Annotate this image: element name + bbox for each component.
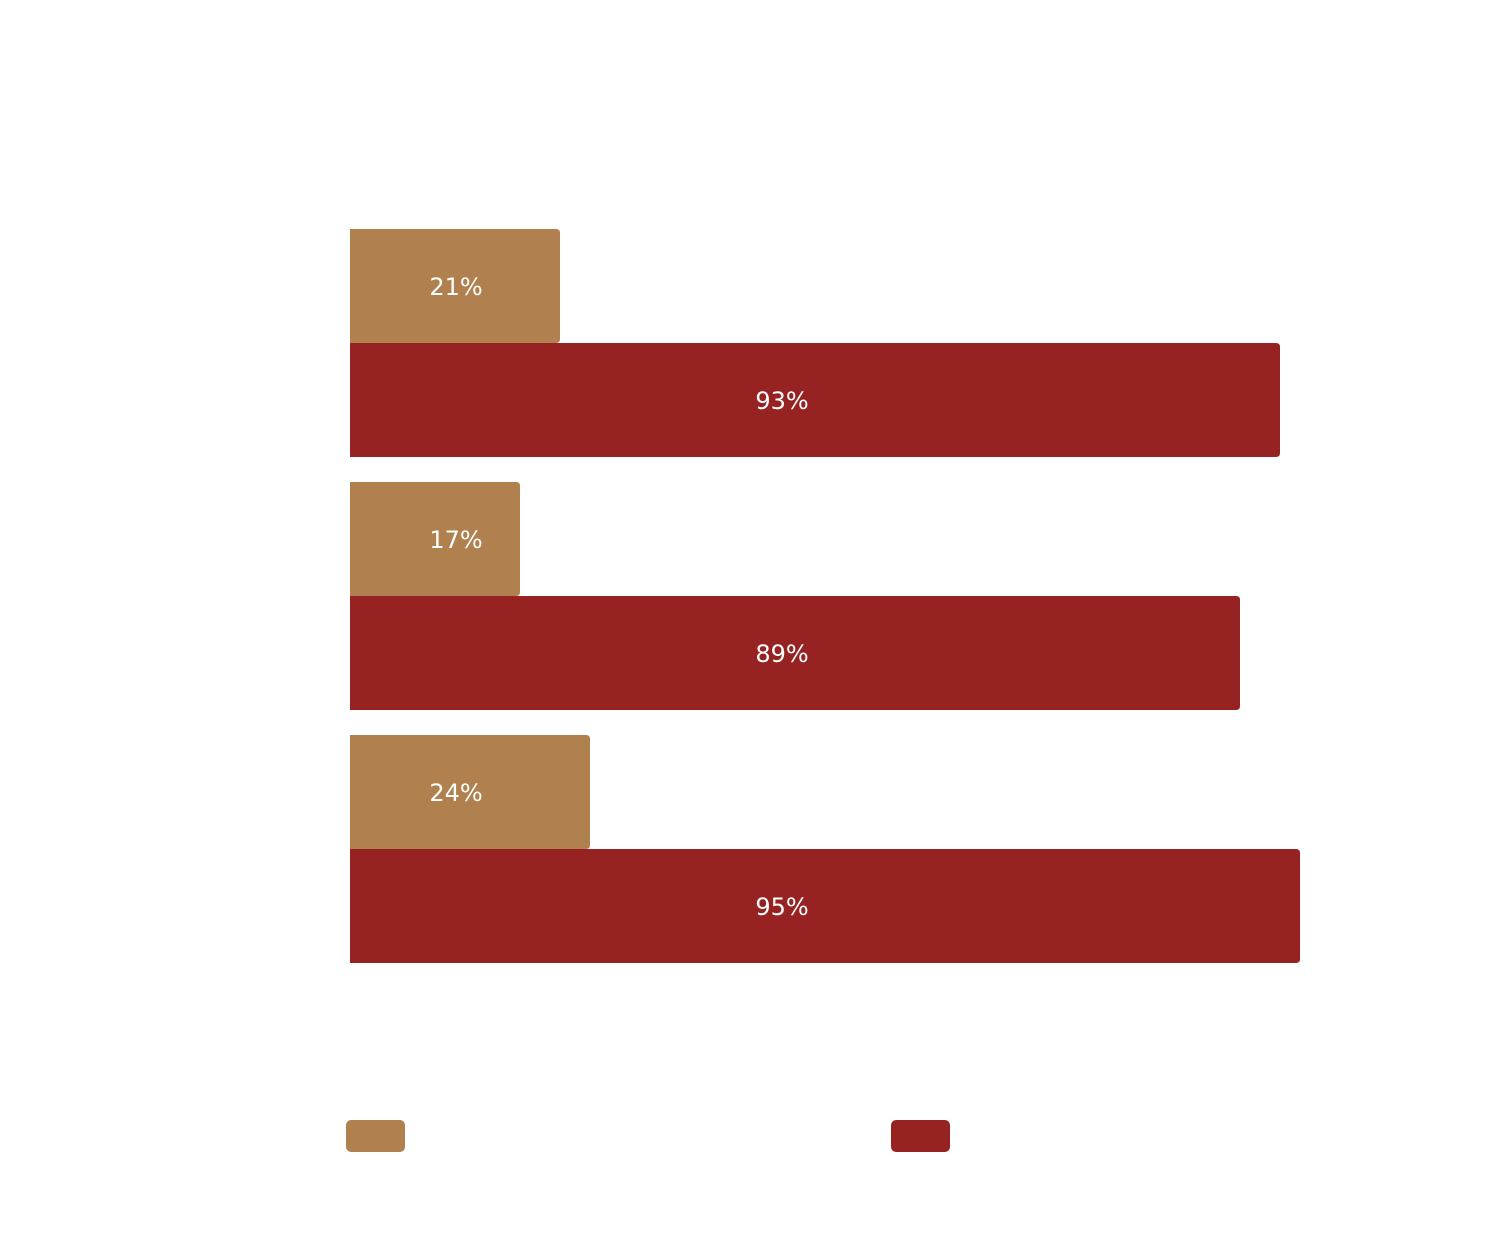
- bar: [350, 596, 1240, 710]
- bar: [350, 735, 590, 849]
- value-label: 95%: [755, 893, 808, 921]
- value-label: 21%: [429, 273, 482, 301]
- value-label: 17%: [429, 526, 482, 554]
- bar: [350, 343, 1280, 457]
- legend-swatch: [346, 1120, 405, 1152]
- bar: [350, 482, 520, 596]
- value-label: 93%: [755, 387, 808, 415]
- value-label: 89%: [755, 640, 808, 668]
- value-label: 24%: [429, 779, 482, 807]
- bar: [350, 229, 560, 343]
- legend-swatch: [891, 1120, 950, 1152]
- bar: [350, 849, 1300, 963]
